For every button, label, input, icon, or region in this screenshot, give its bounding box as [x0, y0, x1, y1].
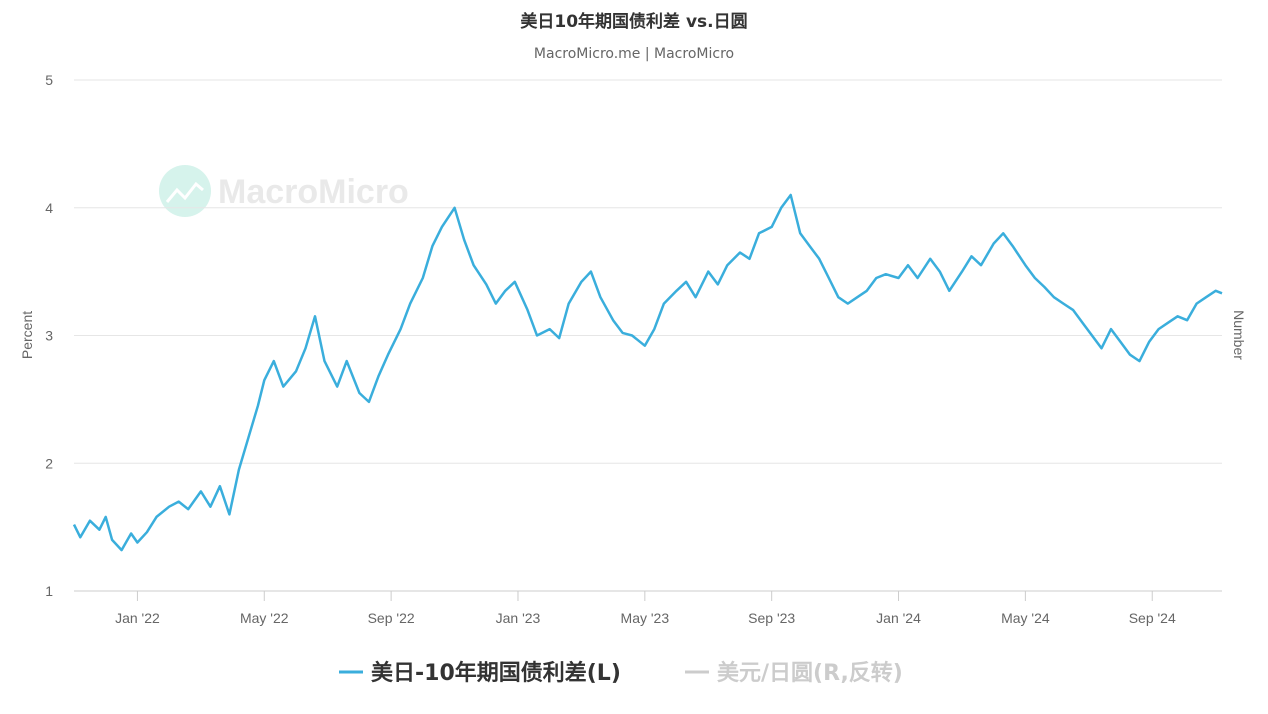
- legend: 美日-10年期国债利差(L) 美元/日圆(R,反转): [339, 660, 903, 686]
- y-tick-label: 3: [45, 328, 53, 344]
- y-tick-label: 2: [45, 455, 53, 471]
- chart-title: 美日10年期国债利差 vs.日圆: [520, 11, 747, 32]
- x-tick-label: Jan '23: [496, 610, 541, 626]
- logo-icon: [159, 165, 211, 217]
- series-line-us-jp-spread[interactable]: [72, 193, 1223, 552]
- x-axis-ticks: Jan '22 May '22 Sep '22 Jan '23 May '23 Sep '…: [115, 591, 1176, 626]
- watermark-logo: MacroMicro: [159, 165, 409, 217]
- legend-item-usdjpy[interactable]: 美元/日圆(R,反转): [685, 660, 903, 686]
- y-tick-label: 5: [45, 72, 53, 88]
- x-tick-label: Jan '22: [115, 610, 160, 626]
- y-tick-label: 4: [45, 200, 53, 216]
- x-tick-label: Jan '24: [876, 610, 921, 626]
- y-axis-ticks: 1 2 3 4 5: [45, 72, 53, 599]
- x-tick-label: Sep '23: [748, 610, 795, 626]
- left-axis-title: Percent: [19, 311, 35, 359]
- right-axis-title: Number: [1231, 310, 1247, 360]
- chart-subtitle: MacroMicro.me | MacroMicro: [534, 46, 734, 62]
- gridlines: [74, 79, 1222, 464]
- watermark-text: MacroMicro: [218, 173, 409, 211]
- x-tick-label: Sep '24: [1129, 610, 1176, 626]
- x-tick-label: May '22: [240, 610, 289, 626]
- x-tick-label: May '24: [1001, 610, 1050, 626]
- legend-label-spread: 美日-10年期国债利差(L): [371, 660, 621, 686]
- x-tick-label: May '23: [621, 610, 670, 626]
- legend-label-usdjpy: 美元/日圆(R,反转): [717, 660, 903, 686]
- x-tick-label: Sep '22: [368, 610, 415, 626]
- legend-item-spread[interactable]: 美日-10年期国债利差(L): [339, 660, 621, 686]
- y-tick-label: 1: [45, 583, 53, 599]
